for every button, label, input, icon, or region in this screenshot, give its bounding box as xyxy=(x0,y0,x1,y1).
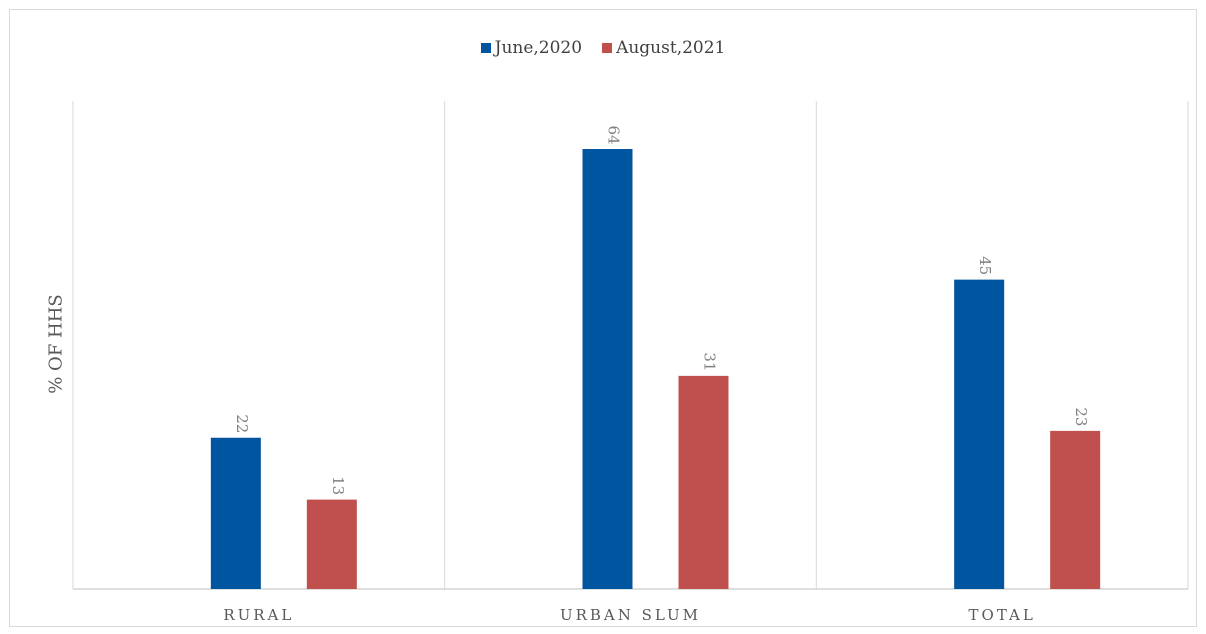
bar xyxy=(582,149,633,589)
data-label: 45 xyxy=(976,256,994,275)
legend-swatch-june-2020 xyxy=(480,43,491,53)
data-label: 13 xyxy=(329,476,347,495)
data-label: 23 xyxy=(1072,407,1090,426)
x-tick-label: URBAN SLUM xyxy=(560,606,701,624)
x-tick-label: RURAL xyxy=(223,606,294,624)
bar xyxy=(210,437,261,589)
data-label: 22 xyxy=(233,414,251,433)
data-label: 64 xyxy=(605,125,623,144)
x-tick-label: TOTAL xyxy=(969,606,1036,624)
data-label: 31 xyxy=(701,352,719,371)
bar xyxy=(954,279,1005,589)
legend-label-june-2020: June,2020 xyxy=(494,38,583,58)
bar xyxy=(678,375,729,589)
bar xyxy=(1050,430,1101,589)
legend-label-august-2021: August,2021 xyxy=(616,38,726,58)
legend-item-june-2020: June,2020 xyxy=(480,38,583,58)
legend-swatch-august-2021 xyxy=(602,43,613,53)
legend: June,2020 August,2021 xyxy=(0,38,1206,58)
legend-item-august-2021: August,2021 xyxy=(602,38,725,58)
bar xyxy=(306,499,357,589)
